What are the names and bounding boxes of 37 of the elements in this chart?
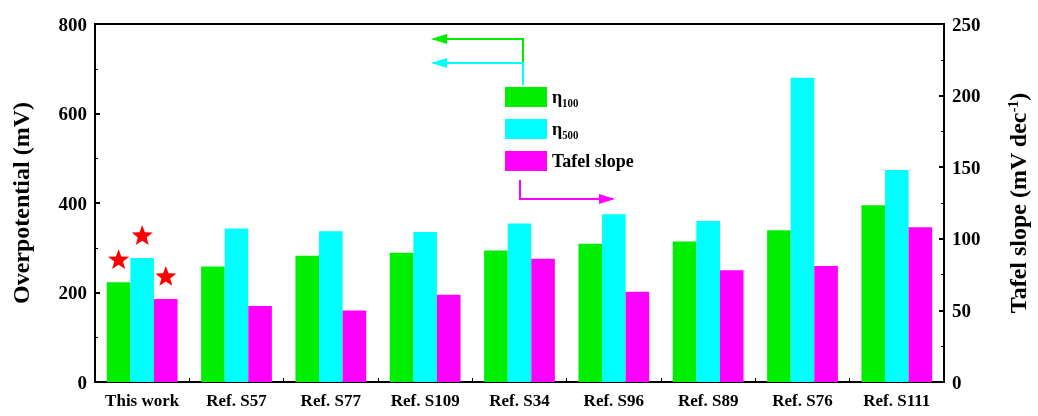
bar <box>861 205 886 382</box>
y2-tick-label: 50 <box>952 299 971 321</box>
x-tick-label: Ref. S109 <box>390 391 460 410</box>
y2-axis-title: Tafel slope (mV dec-1) <box>1005 92 1031 314</box>
bar <box>224 228 249 382</box>
bar <box>319 231 343 382</box>
y-tick-label: 0 <box>77 371 87 393</box>
x-tick-label: Ref. S77 <box>300 391 362 410</box>
y2-tick-label: 200 <box>952 85 981 107</box>
x-tick-label: This work <box>105 391 180 410</box>
y-tick-label: 800 <box>58 13 87 35</box>
bar <box>484 250 508 382</box>
bar <box>201 266 225 382</box>
y-tick-label: 600 <box>58 103 87 124</box>
bar <box>295 255 320 382</box>
bar <box>790 77 815 382</box>
y2-tick-label: 150 <box>952 156 981 178</box>
y-tick-label: 200 <box>58 282 87 303</box>
bar <box>106 282 131 382</box>
y2-tick-label: 100 <box>952 228 981 250</box>
x-tick-label: Ref. S89 <box>677 391 739 410</box>
legend-label: η₁₀₀ <box>552 87 579 107</box>
x-tick-label: Ref. S57 <box>206 391 268 410</box>
y2-tick-label: 250 <box>952 13 981 35</box>
bar <box>389 252 414 382</box>
x-tick-label: Ref. S34 <box>489 391 551 410</box>
bar <box>767 230 791 382</box>
x-tick-label: Ref. S76 <box>772 391 833 410</box>
y-tick-label: 400 <box>58 192 87 214</box>
bar <box>578 243 603 382</box>
x-tick-label: Ref. S111 <box>863 391 931 410</box>
bar <box>672 241 697 382</box>
y2-tick-label: 0 <box>952 371 962 393</box>
legend-label: Tafel slope <box>552 151 634 171</box>
y-axis-title: Overpotential (mV) <box>8 102 34 304</box>
legend-label: η₅₀₀ <box>552 119 579 139</box>
x-tick-label: Ref. S96 <box>583 391 645 410</box>
